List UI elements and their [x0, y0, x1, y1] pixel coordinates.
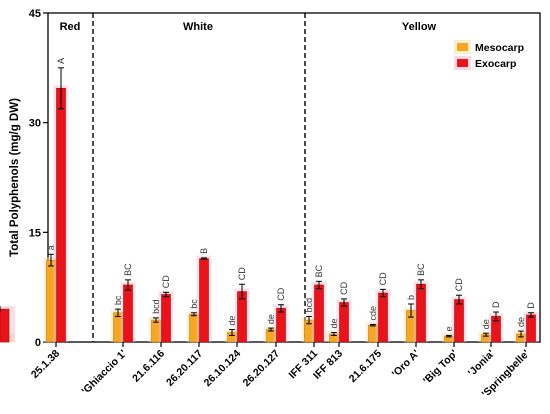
significance-label: de [329, 318, 339, 328]
legend: Mesocarp Exocarp [454, 40, 524, 70]
y-axis: 0 15 30 45 Total Polyphenols (mg/g DW) [9, 8, 48, 349]
x-tick-label: 21.6.175 [347, 348, 384, 385]
significance-label: A [56, 58, 66, 64]
significance-label: D [491, 301, 501, 308]
x-tick-label: 'Jonia' [466, 348, 497, 379]
significance-label: bcd [304, 298, 314, 313]
legend-label-exocarp: Exocarp [475, 58, 516, 70]
group-header-yellow: Yellow [402, 21, 437, 33]
significance-label: bc [189, 299, 199, 309]
legend-label-mesocarp: Mesocarp [475, 42, 524, 54]
x-tick-label: 'Ghiaccio 1' [80, 348, 130, 398]
group-headers: Red White Yellow [60, 21, 437, 33]
significance-label: D [526, 302, 536, 309]
bar-exocarp [199, 258, 209, 343]
x-tick-label: 21.6.116 [130, 348, 167, 385]
significance-label: CD [339, 281, 349, 294]
y-axis-label: Total Polyphenols (mg/g DW) [9, 98, 21, 257]
significance-label: de [481, 319, 491, 329]
x-axis: 25.1.38 'Ghiaccio 1' 21.6.11626.20.11726.1… [29, 342, 532, 400]
significance-label: CD [237, 267, 247, 280]
bar-exocarp [378, 292, 388, 343]
bar-exocarp [56, 88, 66, 343]
significance-label: BC [314, 264, 324, 277]
significance-label: a [46, 245, 56, 250]
bar-exocarp [161, 294, 171, 343]
y-tick-label-3: 45 [29, 8, 41, 20]
bars: abcbcdbcdedebcddecdebededeeABCCDBCDCDBCC… [0, 0, 539, 343]
x-tick-label: 25.1.38 [29, 348, 62, 381]
y-tick-label-1: 15 [29, 227, 41, 239]
group-header-white: White [183, 21, 213, 33]
bar-exocarp [416, 283, 426, 343]
significance-label: CD [378, 272, 388, 285]
significance-label: e [0, 0, 5, 2]
bar-exocarp [526, 314, 536, 343]
significance-label: CD [161, 275, 171, 288]
significance-label: BC [416, 263, 426, 276]
legend-swatch-exocarp [457, 59, 468, 67]
x-tick-label: 'Big Top' [421, 348, 460, 387]
significance-label: bcd [151, 299, 161, 314]
bar-exocarp [0, 308, 10, 343]
significance-label: BC [123, 263, 133, 276]
bar-exocarp [339, 302, 349, 343]
significance-label: bc [113, 295, 123, 305]
y-tick-label-2: 30 [29, 118, 41, 130]
significance-label: B [199, 248, 209, 254]
group-header-red: Red [60, 21, 81, 33]
x-tick-label: 26.10.124 [202, 348, 244, 390]
significance-label: de [227, 316, 237, 326]
significance-label: de [266, 314, 276, 324]
plot-frame [47, 12, 541, 343]
significance-label: de [516, 317, 526, 327]
bar-exocarp [314, 284, 324, 343]
significance-label: CD [276, 287, 286, 300]
bar-exocarp [454, 299, 464, 343]
significance-label: b [406, 295, 416, 300]
significance-label: cde [368, 306, 378, 321]
legend-swatch-mesocarp [457, 43, 468, 51]
bar-exocarp [123, 284, 133, 343]
significance-label: CD [454, 278, 464, 291]
significance-label: CD [0, 0, 13, 2]
x-tick-label: 26.20.127 [241, 348, 283, 390]
plot-area [47, 12, 541, 343]
significance-label: e [444, 326, 454, 331]
bar-exocarp [276, 308, 286, 343]
y-tick-label-0: 0 [35, 337, 41, 349]
x-tick-label: 'Oro A' [390, 348, 422, 380]
x-tick-label: 26.20.117 [164, 348, 205, 389]
